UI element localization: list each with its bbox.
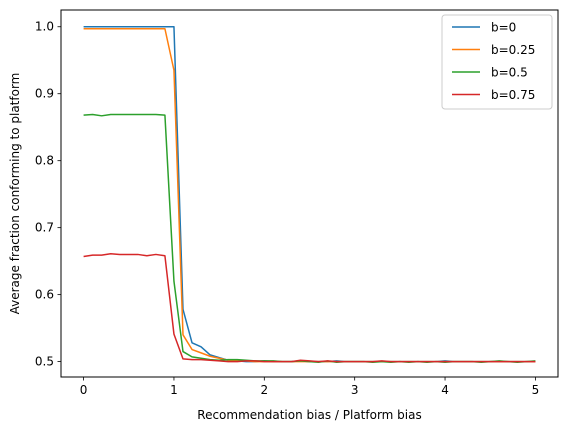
x-tick-label: 5 (532, 383, 540, 397)
y-tick-label: 0.8 (35, 154, 54, 168)
x-axis-label: Recommendation bias / Platform bias (197, 408, 421, 422)
y-tick-label: 0.5 (35, 355, 54, 369)
legend: b=0 b=0.25 b=0.5 b=0.75 (442, 15, 552, 109)
x-tick-label: 3 (351, 383, 359, 397)
x-tick-label: 1 (170, 383, 178, 397)
y-axis-label: Average fraction conforming to platform (8, 73, 22, 315)
y-tick-label: 1.0 (35, 20, 54, 34)
x-tick-label: 4 (441, 383, 449, 397)
legend-label-2: b=0.5 (491, 66, 528, 80)
y-tick-label: 0.9 (35, 87, 54, 101)
legend-label-3: b=0.75 (491, 88, 535, 102)
legend-label-0: b=0 (491, 21, 516, 35)
legend-label-1: b=0.25 (491, 43, 535, 57)
x-tick-label: 0 (80, 383, 88, 397)
y-tick-label: 0.6 (35, 288, 54, 302)
y-tick-label: 0.7 (35, 221, 54, 235)
x-tick-label: 2 (260, 383, 268, 397)
